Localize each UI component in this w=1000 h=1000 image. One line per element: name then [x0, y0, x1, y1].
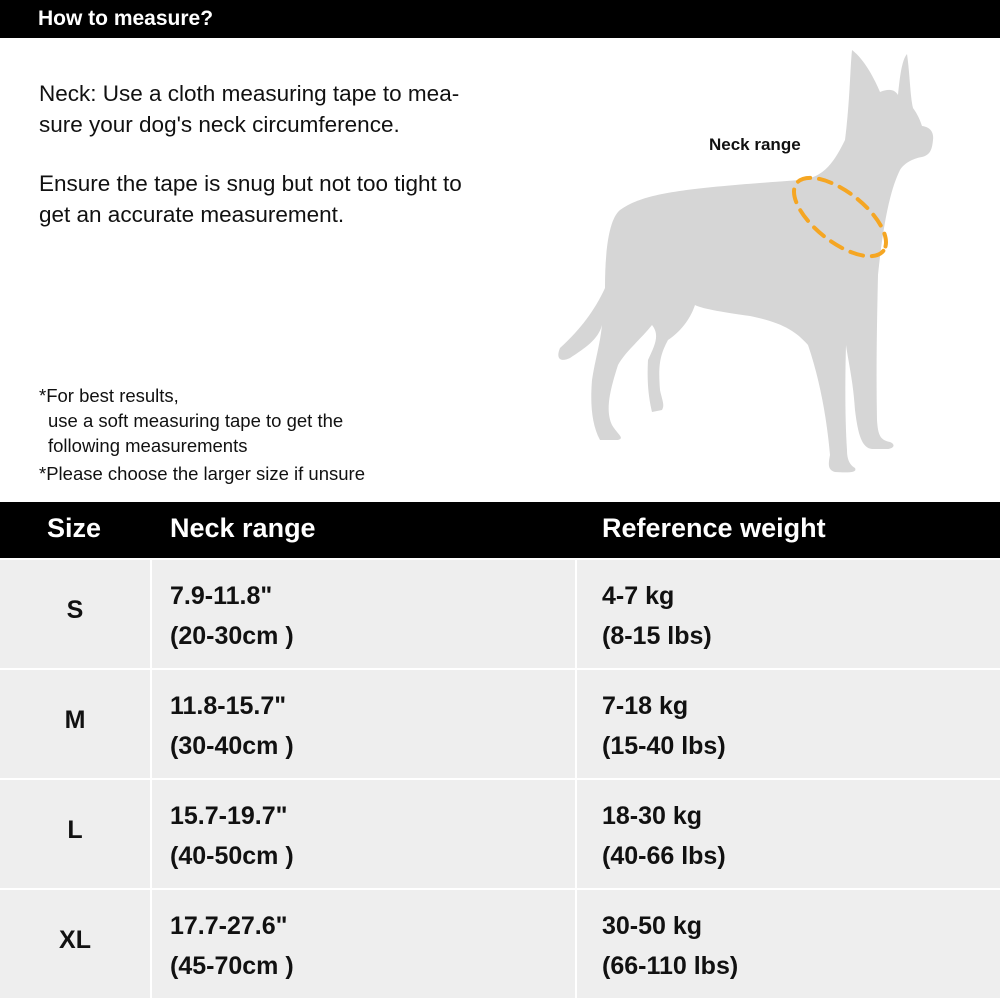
neck-cm: (45-70cm ): [170, 952, 294, 980]
weight-lbs: (66-110 lbs): [602, 952, 739, 980]
neck-range-label: Neck range: [709, 135, 801, 154]
size-value: S: [66, 596, 84, 624]
neck-range-cell: 7.9-11.8" (20-30cm ): [152, 560, 575, 668]
neck-range-cell: 15.7-19.7" (40-50cm ): [152, 780, 575, 888]
size-value: L: [67, 816, 83, 844]
weight-kg: 7-18 kg: [602, 692, 689, 720]
table-row: XL 17.7-27.6" (45-70cm ) 30-50 kg (66-110 lb…: [0, 890, 1000, 998]
text-line: sure your dog's neck circumference.: [39, 112, 400, 137]
size-value: M: [64, 706, 86, 734]
tape-instruction: Ensure the tape is snug but not too tigh…: [39, 168, 549, 230]
weight-kg: 4-7 kg: [602, 582, 675, 610]
size-cell: XL: [0, 890, 150, 998]
text-line: following measurements: [48, 435, 248, 456]
weight-cell: 7-18 kg (15-40 lbs): [577, 670, 1000, 778]
weight-cell: 30-50 kg (66-110 lbs): [577, 890, 1000, 998]
header-reference-weight: Reference weight: [602, 513, 826, 543]
neck-instruction: Neck: Use a cloth measuring tape to mea-…: [39, 78, 549, 140]
text-line: use a soft measuring tape to get the: [48, 410, 344, 431]
neck-inches: 7.9-11.8": [170, 582, 273, 610]
header-neck-range: Neck range: [170, 513, 316, 543]
size-cell: M: [0, 670, 150, 778]
weight-cell: 4-7 kg (8-15 lbs): [577, 560, 1000, 668]
neck-measure-tape: [792, 175, 888, 259]
neck-range-cell: 11.8-15.7" (30-40cm ): [152, 670, 575, 778]
neck-range-cell: 17.7-27.6" (45-70cm ): [152, 890, 575, 998]
page-title: How to measure?: [38, 7, 214, 30]
neck-cm: (30-40cm ): [170, 732, 294, 760]
weight-lbs: (40-66 lbs): [602, 842, 726, 870]
dog-silhouette-illustration: [558, 50, 934, 473]
size-value: XL: [59, 926, 91, 954]
weight-kg: 30-50 kg: [602, 912, 703, 940]
best-results-note: *For best results, use a soft measuring …: [39, 383, 343, 458]
table-header: Size Neck range Reference weight: [0, 502, 1000, 558]
size-cell: S: [0, 560, 150, 668]
size-cell: L: [0, 780, 150, 888]
dog-silhouette: [558, 50, 934, 473]
table-row: S 7.9-11.8" (20-30cm ) 4-7 kg (8-15 lbs): [0, 560, 1000, 668]
header-size: Size: [47, 513, 102, 543]
text-line: Ensure the tape is snug but not too tigh…: [39, 171, 462, 196]
neck-inches: 15.7-19.7": [170, 802, 288, 830]
text-line: Neck: Use a cloth measuring tape to mea-: [39, 81, 460, 106]
neck-cm: (40-50cm ): [170, 842, 294, 870]
weight-lbs: (8-15 lbs): [602, 622, 712, 650]
text-line: get an accurate measurement.: [39, 202, 345, 227]
size-note: *Please choose the larger size if unsure: [39, 463, 365, 484]
neck-inches: 11.8-15.7": [170, 692, 287, 720]
weight-lbs: (15-40 lbs): [602, 732, 726, 760]
neck-inches: 17.7-27.6": [170, 912, 288, 940]
text-line: *For best results,: [39, 385, 179, 406]
table-row: M 11.8-15.7" (30-40cm ) 7-18 kg (15-40 lbs): [0, 670, 1000, 778]
table-row: L 15.7-19.7" (40-50cm ) 18-30 kg (40-66 lbs): [0, 780, 1000, 888]
title-bar: How to measure?: [0, 0, 1000, 38]
neck-cm: (20-30cm ): [170, 622, 294, 650]
weight-kg: 18-30 kg: [602, 802, 703, 830]
weight-cell: 18-30 kg (40-66 lbs): [577, 780, 1000, 888]
